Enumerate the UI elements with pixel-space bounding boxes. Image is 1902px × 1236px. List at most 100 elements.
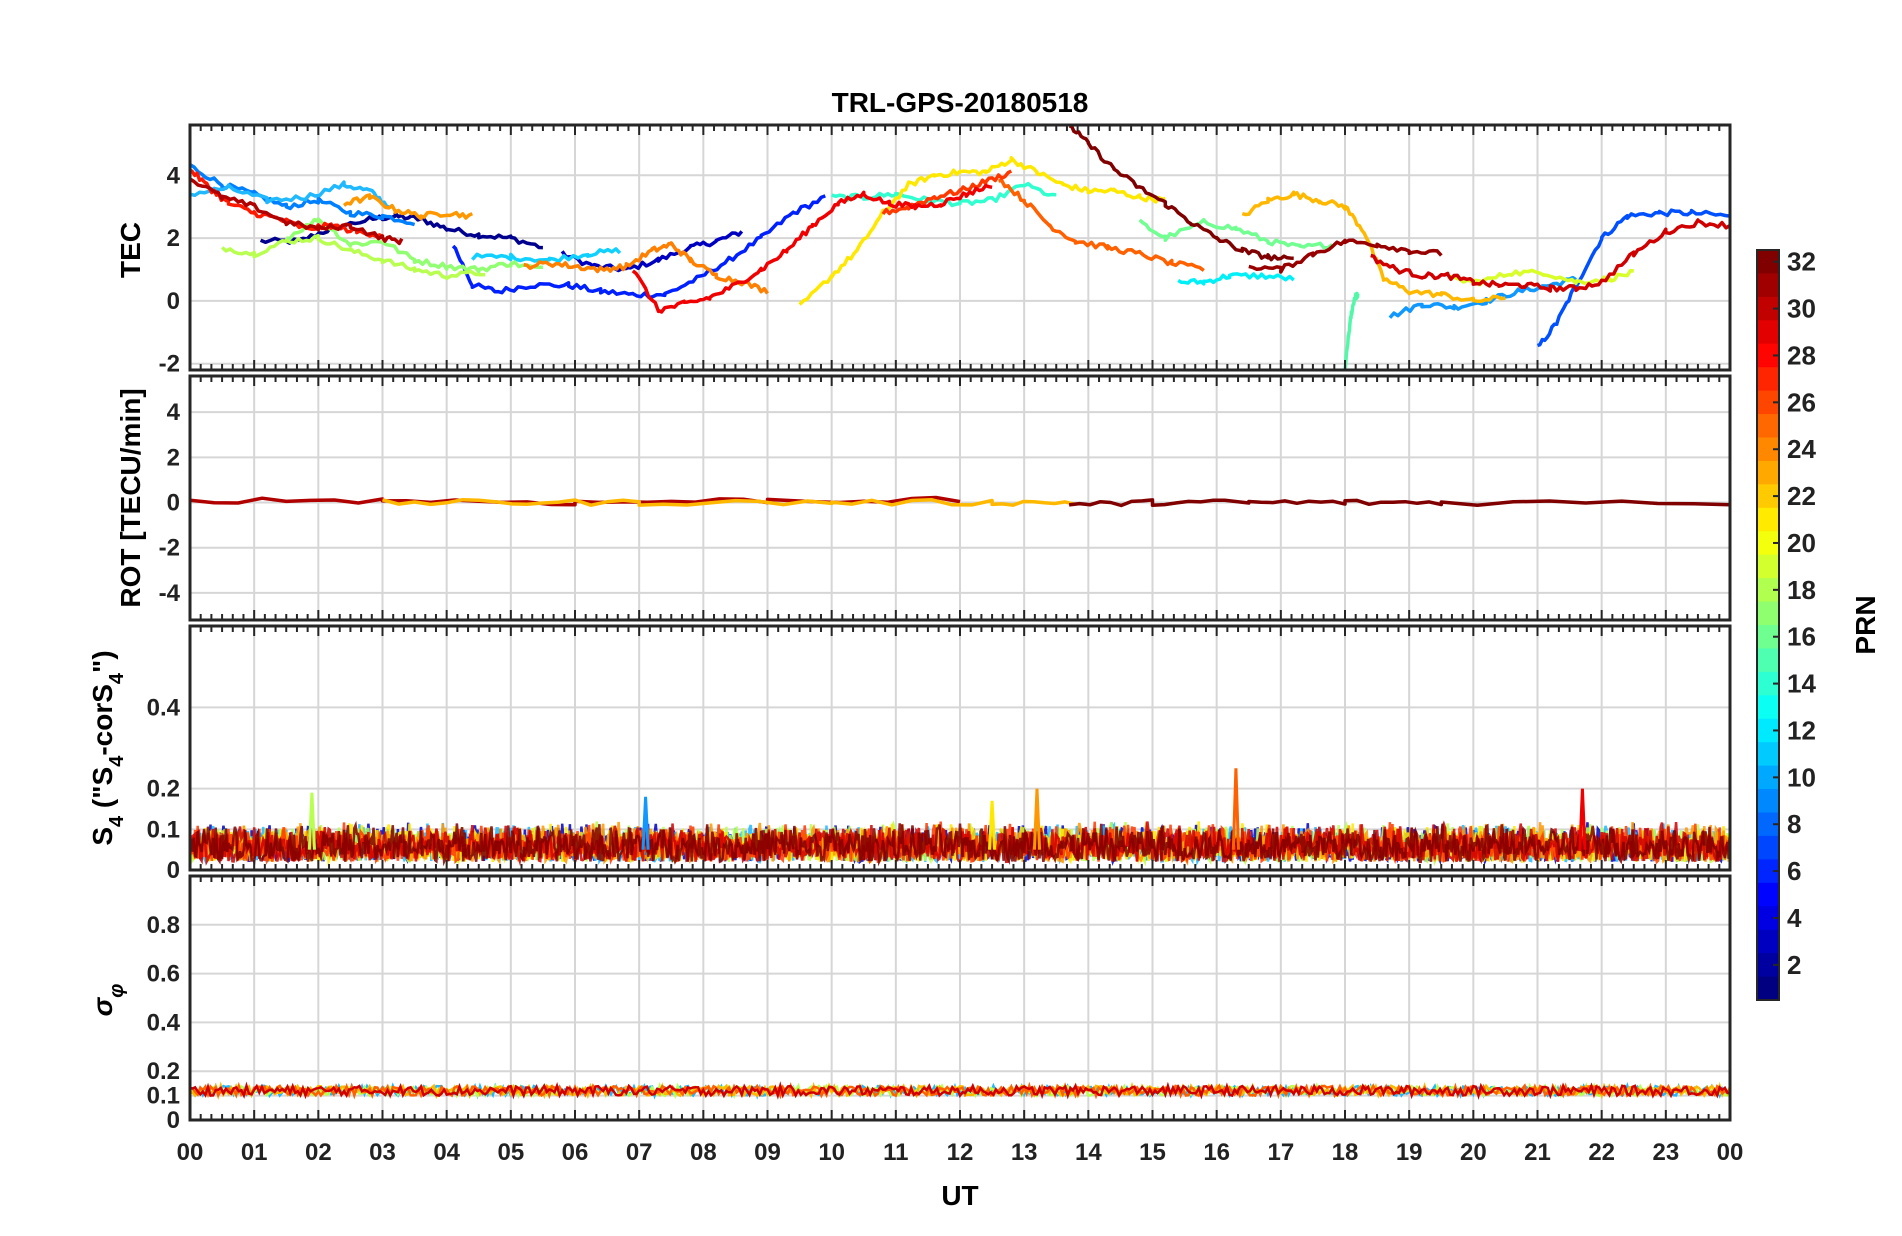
colorbar-tick-label: 10	[1787, 762, 1816, 792]
series-s4-peak-prn-18	[307, 792, 316, 850]
colorbar-tick-label: 26	[1787, 387, 1816, 417]
y-tick-label: 0	[167, 857, 180, 884]
x-tick-label: 12	[947, 1139, 974, 1166]
colorbar-swatch	[1757, 320, 1779, 345]
series-prn-26	[881, 169, 1013, 216]
colorbar-swatch	[1757, 929, 1779, 954]
chart-title: TRL-GPS-20180518	[832, 87, 1089, 118]
x-tick-label: 22	[1588, 1139, 1615, 1166]
x-tick-label: 09	[754, 1139, 781, 1166]
colorbar-swatch	[1757, 507, 1779, 532]
colorbar-tick-label: 12	[1787, 715, 1816, 745]
series-prn-30	[190, 177, 404, 246]
x-tick-label: 05	[497, 1139, 524, 1166]
colorbar-swatch	[1757, 601, 1779, 626]
colorbar-swatch	[1757, 625, 1779, 650]
series-prn-20	[798, 155, 1166, 306]
colorbar-tick-label: 8	[1787, 809, 1801, 839]
panel-s4-series	[190, 768, 1730, 867]
series-s4-peak-prn-25	[1231, 768, 1240, 850]
x-tick-label: 17	[1267, 1139, 1294, 1166]
x-tick-label: 13	[1011, 1139, 1038, 1166]
y-tick-label: 0.1	[147, 1083, 180, 1110]
y-tick-label: 2	[167, 444, 180, 471]
x-tick-label: 11	[883, 1139, 908, 1166]
x-tick-label: 02	[305, 1139, 332, 1166]
colorbar-swatch	[1757, 882, 1779, 907]
colorbar-swatch	[1757, 367, 1779, 392]
x-tick-label: 01	[241, 1139, 268, 1166]
colorbar-swatch	[1757, 414, 1779, 439]
colorbar-tick-label: 28	[1787, 340, 1816, 370]
series-prn-28	[631, 183, 993, 314]
x-tick-label: 06	[562, 1139, 589, 1166]
x-tick-label: 19	[1396, 1139, 1423, 1166]
panel-ylabel-sigma: σφ	[87, 984, 128, 1017]
x-tick-label: 14	[1075, 1139, 1102, 1166]
colorbar-swatch	[1757, 554, 1779, 579]
x-tick-label: 21	[1524, 1139, 1551, 1166]
panel-rot-series	[190, 495, 1730, 508]
colorbar-swatch	[1757, 671, 1779, 696]
y-tick-label: 0.1	[147, 816, 180, 843]
x-tick-label: 16	[1203, 1139, 1230, 1166]
colorbar-swatch	[1757, 742, 1779, 767]
colorbar-swatch	[1757, 390, 1779, 415]
colorbar-swatch	[1757, 765, 1779, 790]
series-prn-25	[998, 178, 1205, 272]
y-tick-label: 0.2	[147, 776, 180, 803]
series-prn-22	[382, 497, 1076, 507]
y-tick-label: 2	[167, 225, 180, 252]
x-tick-label: 20	[1460, 1139, 1487, 1166]
colorbar-tick-label: 32	[1787, 247, 1816, 277]
x-tick-label: 08	[690, 1139, 717, 1166]
panel-ylabel-s4: S4 ("S4-corS4")	[87, 650, 128, 845]
x-tick-label: 03	[369, 1139, 396, 1166]
series-prn-12	[471, 247, 622, 264]
y-tick-label: 0.4	[147, 694, 181, 721]
series-prn-24	[523, 241, 769, 295]
colorbar-tick-label: 24	[1787, 434, 1816, 464]
series-prn-5	[451, 194, 826, 300]
y-tick-label: 4	[167, 162, 181, 189]
colorbar-swatch	[1757, 437, 1779, 462]
colorbar-tick-label: 16	[1787, 622, 1816, 652]
series-prn-23	[342, 193, 474, 221]
x-tick-label: 04	[433, 1139, 460, 1166]
series-prn-31	[1248, 238, 1443, 274]
colorbar-tick-label: 20	[1787, 528, 1816, 558]
x-tick-label: 00	[177, 1139, 204, 1166]
y-tick-label: -4	[159, 580, 181, 607]
panel-tec-series	[190, 125, 1730, 370]
series-s4-peak-prn-10	[641, 796, 650, 850]
colorbar-swatch	[1757, 273, 1779, 298]
series-prn-29	[1370, 218, 1730, 293]
series-prn-2	[560, 230, 744, 273]
colorbar-tick-label: 6	[1787, 856, 1801, 886]
colorbar-swatch	[1757, 648, 1779, 673]
y-tick-label: 4	[167, 399, 181, 426]
panel-ylabel-tec: TEC	[115, 222, 146, 278]
panel-sigma: 00.10.2 0.4 0.6 0.8	[147, 874, 1732, 1134]
y-tick-label: -2	[159, 351, 180, 378]
colorbar-swatch	[1757, 976, 1779, 1001]
colorbar-swatch	[1757, 695, 1779, 720]
y-tick-label: 0	[167, 490, 180, 517]
colorbar-tick-label: 14	[1787, 669, 1816, 699]
colorbar-swatch	[1757, 835, 1779, 860]
series-sigma-noise	[190, 1081, 1730, 1100]
colorbar-swatch	[1757, 906, 1779, 931]
panel-tec: -2 0 2 4	[159, 123, 1732, 378]
colorbar-swatch	[1757, 296, 1779, 321]
series-s4-noise	[190, 820, 1730, 867]
panel-s4: 0 0.1 0.2 0.4	[147, 624, 1732, 884]
colorbar-frame	[1756, 249, 1780, 1001]
colorbar-swatch	[1757, 531, 1779, 556]
y-tick-label: 0.8	[147, 912, 180, 939]
colorbar-swatch	[1757, 859, 1779, 884]
series-s4-peak-prn-28	[1578, 788, 1587, 850]
colorbar-swatch	[1757, 484, 1779, 509]
x-tick-label: 07	[626, 1139, 653, 1166]
series-s4-peak-prn-23	[1032, 788, 1042, 850]
